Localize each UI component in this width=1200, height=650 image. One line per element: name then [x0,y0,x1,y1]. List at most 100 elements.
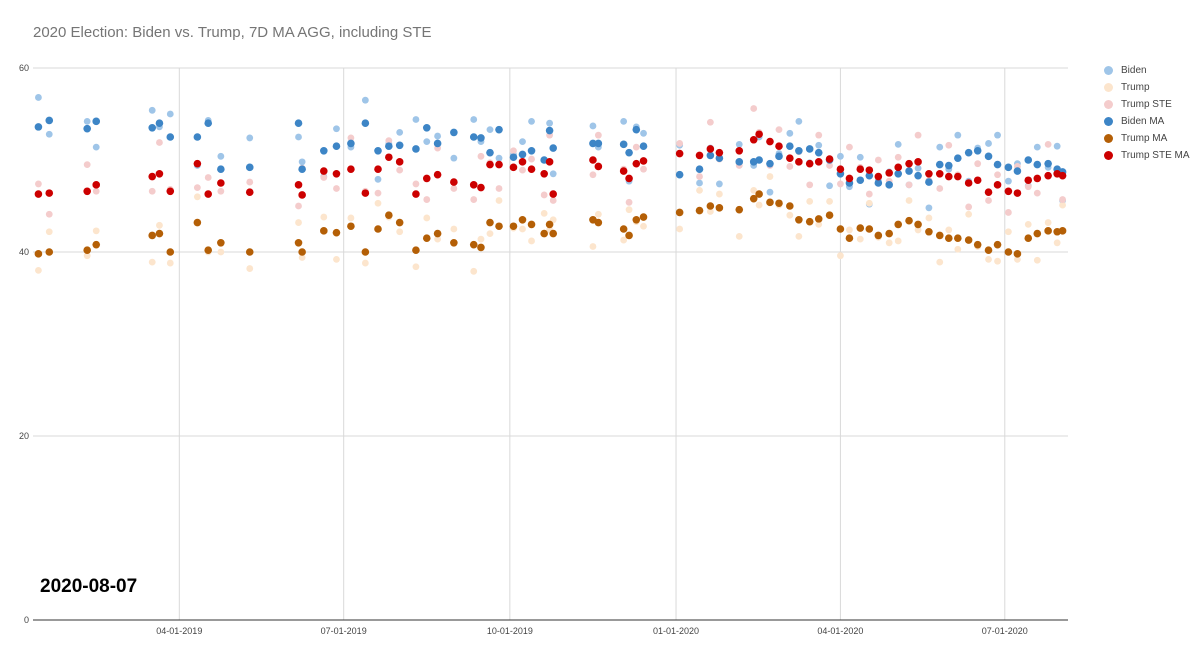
biden-point [826,182,833,190]
trump-ma-point [347,222,355,231]
trump-ste-ma-point [204,190,213,198]
trump-ste-point [246,178,254,186]
trump-ma-point [925,227,933,236]
trump-ste-ma-point [540,170,548,178]
trump-ste-point [470,196,478,203]
biden-point [412,116,420,123]
biden-ma-point [518,150,527,159]
trump-ma-point [374,225,382,233]
biden-point [914,164,922,172]
trump-ma-point [518,216,527,224]
biden-point [640,129,647,137]
trump-ste-point [905,181,913,189]
trump-ste-point [374,189,382,197]
trump-ma-point [332,228,341,237]
biden-point [423,138,431,146]
trump-ma-point [45,248,54,256]
biden-ma-point [874,179,883,187]
trump-ste-point [696,173,703,180]
legend-swatch [1104,83,1113,92]
trump-ma-point [527,220,536,229]
trump-ste-point [320,174,328,181]
biden-point [894,140,902,148]
trump-ste-point [985,197,992,204]
biden-ma-point [486,148,494,157]
trump-ma-point [715,204,724,212]
trump-ste-ma-point [155,170,164,178]
trump-ste-point [815,131,823,139]
trump-ste-point [295,202,302,210]
trump-point [815,221,823,228]
trump-ste-ma-point [706,145,715,153]
trump-ste-point [826,162,833,169]
x-tick-label: 07-01-2019 [321,626,367,636]
trump-point [786,211,794,219]
trump-ma-point [619,225,628,233]
trump-ste-point [156,139,163,146]
trump-ste-point [519,166,526,174]
trump-ma-point [486,218,494,227]
legend-label: Trump [1121,82,1150,93]
trump-ste-point [775,126,783,134]
biden-ma-point [925,178,933,186]
biden-point [450,154,458,162]
trump-ste-point [396,166,404,174]
trump-point [333,255,340,263]
trump-point [156,221,163,229]
trump-ste-point [347,134,355,142]
biden-ma-point [527,147,536,155]
trump-ma-point [34,250,43,258]
trump-ste-ma-point [361,189,370,197]
trump-ste-point [193,184,201,192]
biden-ma-point [332,142,341,150]
trump-point [396,228,404,236]
biden-point [470,116,478,123]
trump-ma-point [495,222,503,231]
trump-point [936,258,944,266]
trump-ste-ma-point [905,159,913,168]
trump-ste-point [549,197,557,204]
trump-ma-point [395,218,404,227]
trump-point [965,210,973,218]
trump-point [885,239,893,247]
trump-point [985,255,992,263]
trump-ste-point [385,137,393,145]
trump-point [320,213,328,221]
trump-ma-point [83,246,91,254]
trump-point [528,237,535,245]
trump-point [826,198,833,205]
trump-ste-ma-point [347,165,355,173]
biden-ma-point [549,144,558,152]
biden-ma-point [805,145,814,153]
trump-ste-ma-point [894,163,903,172]
trump-point [945,226,953,234]
biden-ma-point [148,124,157,132]
x-tick-label: 07-01-2020 [982,626,1028,636]
trump-ma-point [885,229,893,238]
biden-point [519,138,526,146]
biden-ma-point [374,147,382,155]
trump-point [676,225,684,233]
biden-point [925,204,933,212]
trump-point [35,267,42,274]
biden-ma-point [905,167,913,175]
biden-point [954,131,962,139]
trump-ma-point [509,222,518,231]
biden-ma-point [706,151,715,160]
trump-ma-point [166,248,175,256]
trump-ste-ma-point [993,181,1002,189]
biden-point [985,140,992,147]
trump-ste-point [594,131,602,139]
biden-ma-point [619,140,628,149]
biden-ma-point [675,170,684,179]
biden-ma-point [964,148,973,157]
trump-point [837,252,844,260]
trump-point [470,267,478,275]
biden-ma-point [217,165,225,173]
trump-ma-point [1058,227,1067,235]
trump-point [423,214,431,222]
biden-ma-point [422,124,431,132]
biden-ma-point [1013,167,1022,175]
trump-ste-ma-point [495,160,503,169]
